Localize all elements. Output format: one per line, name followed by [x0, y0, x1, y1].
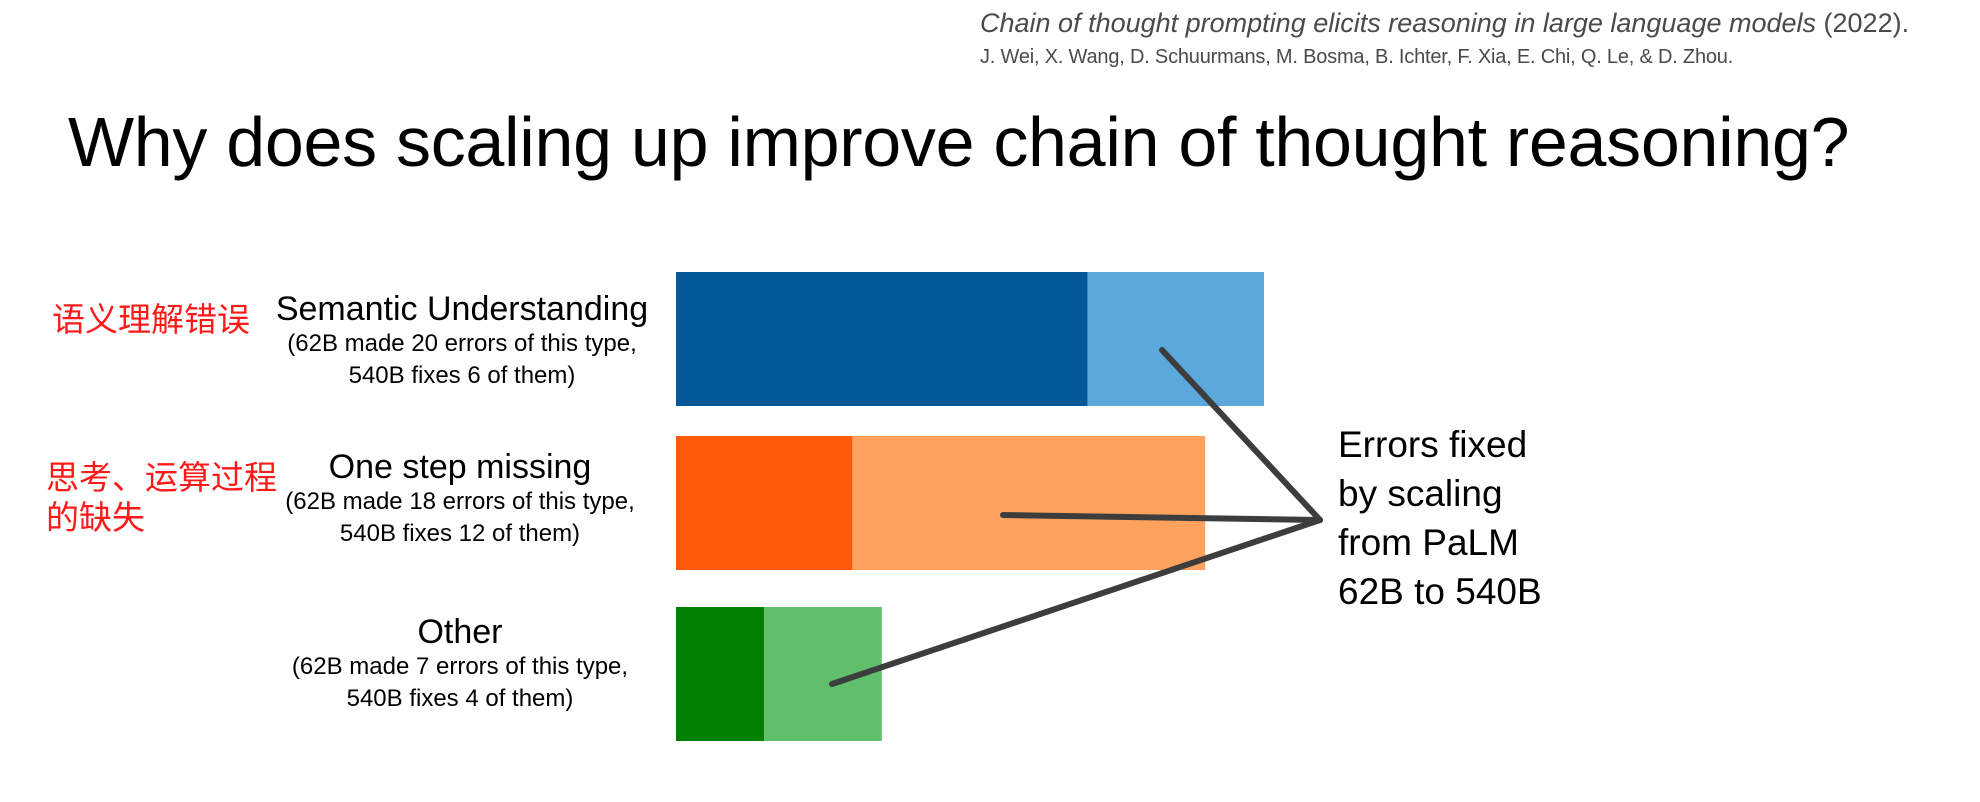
- callout-errors-fixed: Errors fixed by scaling from PaLM 62B to…: [1338, 420, 1638, 616]
- category-label-onestep: One step missing (62B made 18 errors of …: [250, 448, 670, 550]
- callout-line-4: 62B to 540B: [1338, 571, 1542, 612]
- category-name: Other: [417, 613, 503, 651]
- annotation-onestep-line2: 的缺失: [46, 498, 145, 537]
- bar-onestep-remaining: [676, 436, 853, 570]
- category-name: One step missing: [328, 448, 592, 486]
- category-sub-2: 540B fixes 12 of them): [339, 520, 581, 547]
- callout-line-3: from PaLM: [1338, 522, 1519, 563]
- citation-title-line: Chain of thought prompting elicits reaso…: [980, 4, 1970, 42]
- category-sub-2: 540B fixes 4 of them): [346, 685, 574, 712]
- connector-other: [829, 517, 1323, 687]
- citation: Chain of thought prompting elicits reaso…: [980, 4, 1970, 72]
- bar-semantic-remaining: [676, 272, 1088, 406]
- bar-semantic-fixed: [1087, 272, 1264, 406]
- category-label-semantic: Semantic Understanding (62B made 20 erro…: [252, 290, 672, 392]
- callout-line-1: Errors fixed: [1338, 424, 1528, 465]
- citation-year: (2022).: [1816, 8, 1910, 38]
- bar-other-remaining: [676, 607, 765, 741]
- category-label-other: Other (62B made 7 errors of this type, 5…: [250, 613, 670, 715]
- connector-onestep: [1000, 512, 1323, 523]
- annotation-onestep-line1: 思考、运算过程: [46, 458, 277, 497]
- connector-semantic: [1159, 347, 1323, 523]
- citation-authors: J. Wei, X. Wang, D. Schuurmans, M. Bosma…: [980, 46, 1734, 68]
- callout-line-2: by scaling: [1338, 473, 1503, 514]
- category-sub-1: (62B made 20 errors of this type,: [287, 330, 637, 357]
- citation-paper-title: Chain of thought prompting elicits reaso…: [980, 8, 1817, 38]
- category-sub-1: (62B made 7 errors of this type,: [291, 653, 629, 680]
- annotation-semantic: 语义理解错误: [52, 300, 250, 339]
- annotation-onestep: 思考、运算过程 的缺失: [46, 458, 277, 538]
- slide-title: Why does scaling up improve chain of tho…: [68, 103, 1850, 181]
- category-sub-2: 540B fixes 6 of them): [348, 362, 576, 389]
- bar-onestep-fixed: [852, 436, 1206, 570]
- category-sub-1: (62B made 18 errors of this type,: [285, 488, 635, 515]
- category-name: Semantic Understanding: [275, 290, 649, 328]
